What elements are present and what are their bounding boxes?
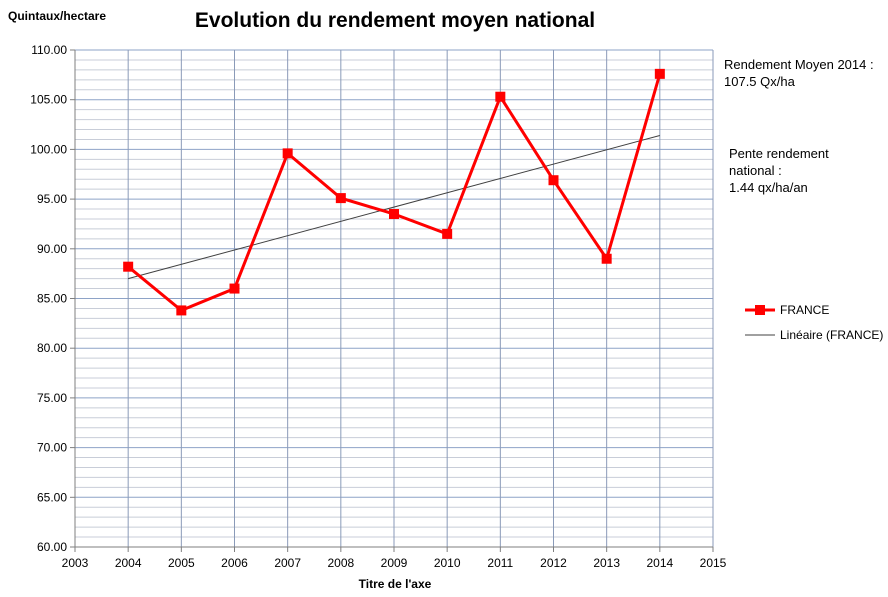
legend-label-trend: Linéaire (FRANCE) xyxy=(780,328,883,342)
x-tick-label: 2012 xyxy=(540,556,567,570)
y-tick-label: 85.00 xyxy=(37,292,67,306)
x-tick-label: 2004 xyxy=(115,556,142,570)
y-tick-label: 105.00 xyxy=(30,93,67,107)
annotation-pente-line3: 1.44 qx/ha/an xyxy=(729,180,808,195)
data-point xyxy=(548,175,559,186)
x-tick-label: 2015 xyxy=(700,556,727,570)
x-tick-label: 2005 xyxy=(168,556,195,570)
x-axis-label: Titre de l'axe xyxy=(359,577,432,591)
annotation-rendement: Rendement Moyen 2014 : 107.5 Qx/ha xyxy=(724,56,874,90)
x-tick-label: 2011 xyxy=(487,556,513,570)
annotation-rendement-line1: Rendement Moyen 2014 : xyxy=(724,57,874,72)
grid xyxy=(74,49,714,548)
data-point xyxy=(229,283,240,294)
chart-title: Evolution du rendement moyen national xyxy=(195,9,595,32)
y-tick-label: 110.00 xyxy=(31,43,67,57)
annotation-pente-line2: national : xyxy=(729,163,782,178)
x-tick-label: 2003 xyxy=(62,556,89,570)
trendline xyxy=(128,135,660,280)
legend-marker-france xyxy=(755,305,765,315)
data-point xyxy=(282,148,293,159)
axes xyxy=(70,49,714,552)
data-point xyxy=(442,228,453,239)
x-tick-label: 2014 xyxy=(646,556,673,570)
y-tick-label: 60.00 xyxy=(37,540,67,554)
series-layer xyxy=(123,68,665,316)
y-tick-label: 70.00 xyxy=(37,441,67,455)
x-tick-label: 2009 xyxy=(381,556,408,570)
x-tick-label: 2013 xyxy=(593,556,620,570)
tick-labels: 60.00 65.00 70.00 75.00 80.00 85.00 90.00 95.00… xyxy=(30,43,726,570)
y-axis-label: Quintaux/hectare xyxy=(8,9,106,23)
y-tick-label: 65.00 xyxy=(37,490,67,504)
x-tick-label: 2006 xyxy=(221,556,248,570)
y-tick-label: 95.00 xyxy=(37,192,67,206)
x-tick-label: 2008 xyxy=(327,556,354,570)
data-point xyxy=(654,68,665,79)
data-point xyxy=(495,91,506,102)
x-tick-label: 2007 xyxy=(274,556,301,570)
data-point xyxy=(389,209,399,220)
data-point xyxy=(123,261,134,272)
y-tick-label: 75.00 xyxy=(37,391,67,405)
annotation-rendement-line2: 107.5 Qx/ha xyxy=(724,74,795,89)
y-tick-label: 80.00 xyxy=(37,341,67,355)
y-tick-label: 90.00 xyxy=(37,242,67,256)
data-point xyxy=(176,305,187,316)
legend: FRANCE Linéaire (FRANCE) xyxy=(745,303,883,342)
legend-label-france: FRANCE xyxy=(780,303,829,317)
annotation-pente-line1: Pente rendement xyxy=(729,146,829,161)
data-point xyxy=(335,193,346,204)
annotation-pente: Pente rendement national : 1.44 qx/ha/an xyxy=(729,145,829,196)
data-point xyxy=(601,253,612,264)
x-tick-label: 2010 xyxy=(434,556,461,570)
y-tick-label: 100.00 xyxy=(30,142,67,156)
